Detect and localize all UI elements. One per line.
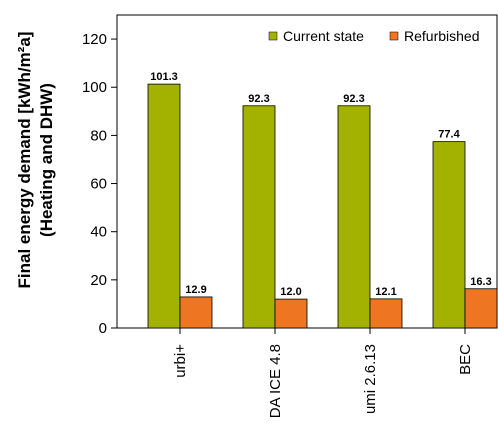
- legend-label: Current state: [283, 28, 364, 44]
- data-label: 12.0: [280, 286, 301, 298]
- y-tick-label: 120: [82, 31, 107, 48]
- bar-current-state: [242, 105, 276, 329]
- legend: Current state Refurbished: [268, 28, 480, 44]
- y-axis-label: Final energy demand [kWh/m²a] (Heating a…: [15, 32, 56, 289]
- data-label: 101.3: [150, 71, 178, 83]
- y-tick-label: 60: [90, 176, 107, 193]
- y-tick-label: 20: [90, 272, 107, 289]
- legend-label: Refurbished: [404, 28, 480, 44]
- legend-swatch: [389, 31, 399, 41]
- bar-refurbished: [274, 298, 308, 329]
- bars: 101.3 12.9 92.3 12.0 92.3 12.1 77.4 16.3: [147, 71, 498, 329]
- y-tick-label: 40: [90, 224, 107, 241]
- bar-refurbished: [464, 288, 498, 329]
- y-tick-label: 80: [90, 127, 107, 144]
- y-tick-label: 100: [82, 79, 107, 96]
- legend-swatch: [268, 31, 278, 41]
- data-label: 77.4: [438, 129, 460, 141]
- x-category-label: DA ICE 4.8: [267, 344, 284, 418]
- data-label: 92.3: [343, 93, 364, 105]
- y-ticks: 0 20 40 60 80 100 120: [82, 31, 117, 337]
- data-label: 12.1: [375, 286, 396, 298]
- bar-current-state: [337, 105, 371, 329]
- y-axis-label-line-2: (Heating and DHW): [37, 83, 56, 237]
- x-category-labels: urbi+ DA ICE 4.8 umi 2.6.13 BEC: [172, 328, 474, 418]
- bar-refurbished: [179, 296, 213, 329]
- data-label: 16.3: [470, 276, 491, 288]
- bar-current-state: [432, 141, 466, 329]
- bar-refurbished: [369, 298, 403, 329]
- y-axis-label-line-1: Final energy demand [kWh/m²a]: [15, 32, 34, 289]
- x-category-label: urbi+: [172, 344, 189, 378]
- bar-current-state: [147, 83, 181, 329]
- data-label: 92.3: [248, 93, 269, 105]
- y-tick-label: 0: [99, 320, 107, 337]
- data-label: 12.9: [185, 284, 206, 296]
- x-category-label: BEC: [457, 344, 474, 375]
- x-category-label: umi 2.6.13: [362, 344, 379, 414]
